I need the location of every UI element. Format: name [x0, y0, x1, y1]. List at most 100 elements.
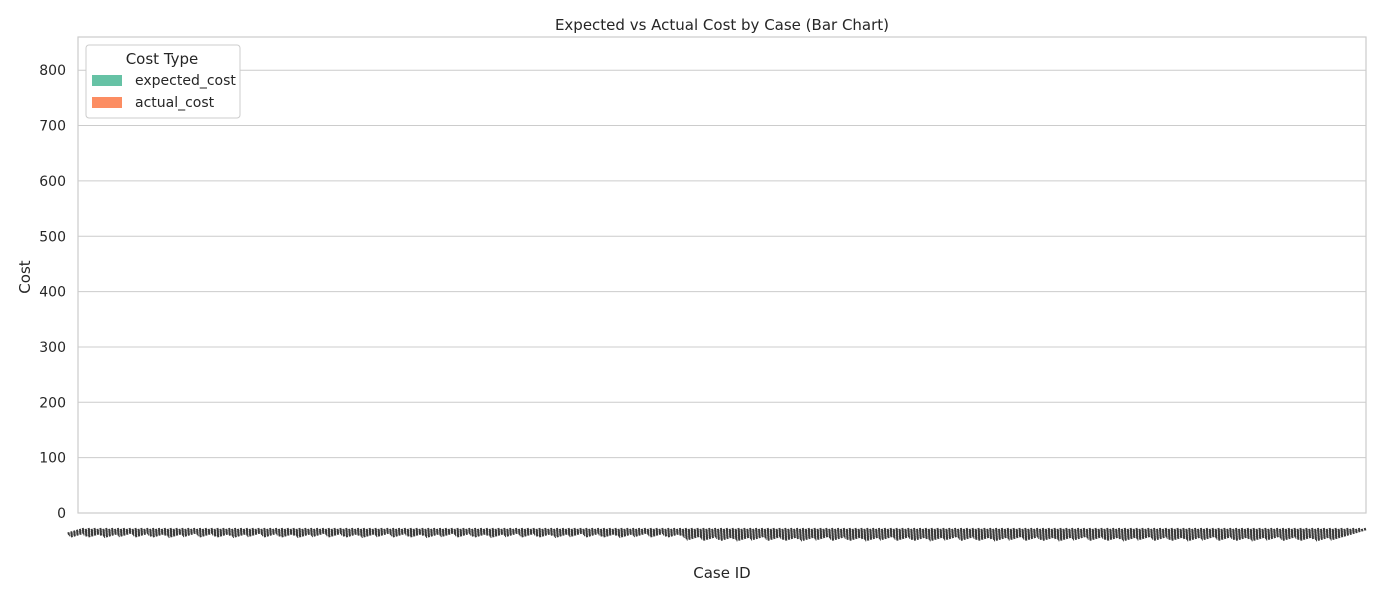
x-tick-label: [798, 527, 834, 541]
x-tick-label: [1330, 527, 1367, 541]
x-tick-label: [292, 527, 313, 536]
x-tick-label: [719, 527, 758, 542]
x-tick-label: [1282, 527, 1320, 541]
x-tick-label: [489, 527, 518, 539]
x-tick-label: [70, 527, 97, 538]
x-tick-label: [976, 527, 1016, 542]
y-tick-label: 300: [39, 340, 66, 356]
x-tick-label: [116, 527, 138, 537]
x-tick-label: [425, 527, 454, 539]
x-tick-label: [197, 527, 220, 537]
y-axis-label: Cost: [16, 260, 34, 293]
x-tick-label: [1122, 527, 1162, 542]
x-tick-label: [647, 527, 670, 537]
x-tick-label: [421, 527, 442, 536]
x-tick-label: [1328, 527, 1361, 540]
x-tick-label: [1201, 527, 1238, 541]
x-tick-label: [147, 527, 167, 536]
x-tick-label: [1149, 527, 1180, 539]
x-tick-label: [681, 527, 705, 537]
x-tick-label: [1103, 527, 1139, 541]
x-tick-label: [846, 527, 881, 541]
x-tick-label: [263, 527, 290, 538]
x-tick-label: [1118, 527, 1150, 540]
x-tick-label: [895, 527, 934, 541]
plot-frame: [77, 36, 1367, 514]
y-tick-label: 600: [39, 174, 66, 190]
x-tick-label: [340, 527, 360, 536]
x-tick-label: [1120, 527, 1156, 541]
x-tick-label: [700, 527, 735, 540]
x-tick-label: [1057, 527, 1098, 542]
x-tick-label: [767, 527, 805, 541]
legend-swatch-actual_cost: [92, 97, 122, 108]
x-tick-label: [230, 527, 255, 537]
x-tick-label: [633, 527, 659, 538]
x-tick-label: [1170, 527, 1209, 542]
x-tick-label: [199, 527, 225, 538]
x-tick-label: [1072, 527, 1109, 541]
x-tick-label: [485, 527, 506, 536]
x-tick-label: [182, 527, 208, 538]
x-tick-label: [831, 527, 869, 541]
x-tick-label: [598, 527, 618, 536]
x-tick-label: [974, 527, 1010, 541]
x-tick-label: [929, 527, 969, 542]
x-tick-label: [731, 527, 764, 540]
x-tick-label: [765, 527, 799, 540]
x-tick-label: [167, 527, 196, 539]
x-tick-label: [440, 527, 465, 538]
x-tick-label: [521, 527, 547, 538]
x-tick-label: [1215, 527, 1250, 540]
x-axis-tick-labels: [66, 527, 1367, 542]
x-tick-label: [750, 527, 787, 541]
x-tick-label: [812, 527, 846, 540]
x-tick-label: [180, 527, 202, 537]
x-tick-label: [616, 527, 641, 537]
x-tick-label: [535, 527, 559, 537]
y-tick-label: 0: [57, 506, 66, 522]
x-tick-label: [165, 527, 190, 537]
x-tick-label: [879, 527, 916, 541]
x-tick-label: [1101, 527, 1133, 539]
x-tick-label: [860, 527, 893, 540]
x-tick-label: [1053, 527, 1086, 540]
legend: Cost Type expected_cost actual_cost: [85, 44, 241, 119]
x-tick-label: [698, 527, 729, 539]
legend-label-expected_cost: expected_cost: [135, 73, 236, 89]
x-tick-label: [99, 527, 120, 536]
x-tick-label: [552, 527, 577, 537]
x-tick-label: [829, 527, 863, 540]
x-tick-label: [1311, 527, 1343, 540]
x-tick-label: [211, 527, 231, 536]
x-tick-label: [103, 527, 132, 539]
x-tick-label: [361, 527, 389, 539]
x-tick-label: [163, 527, 184, 536]
x-tick-label: [910, 527, 945, 541]
x-tick-label: [66, 527, 85, 536]
x-tick-label: [357, 527, 378, 536]
x-tick-label: [1087, 527, 1121, 540]
x-tick-label: [568, 527, 594, 538]
x-tick-label: [456, 527, 483, 538]
x-tick-label: [1199, 527, 1232, 540]
x-tick-label: [748, 527, 781, 540]
plot-area: [77, 36, 1367, 514]
x-tick-label: [471, 527, 495, 537]
x-tick-label: [941, 527, 975, 540]
x-tick-label: [359, 527, 383, 537]
x-tick-label: [686, 527, 723, 541]
x-tick-label: [602, 527, 629, 538]
legend-box: [85, 44, 241, 119]
x-tick-label: [618, 527, 647, 539]
x-tick-label: [783, 527, 822, 542]
x-tick-label: [796, 527, 828, 540]
x-tick-label: [537, 527, 565, 538]
x-tick-label: [1134, 527, 1168, 540]
gridlines: [78, 69, 1366, 459]
x-tick-label: [438, 527, 460, 537]
x-tick-label: [82, 527, 102, 536]
x-tick-label: [195, 527, 214, 536]
x-tick-label: [1008, 527, 1045, 541]
